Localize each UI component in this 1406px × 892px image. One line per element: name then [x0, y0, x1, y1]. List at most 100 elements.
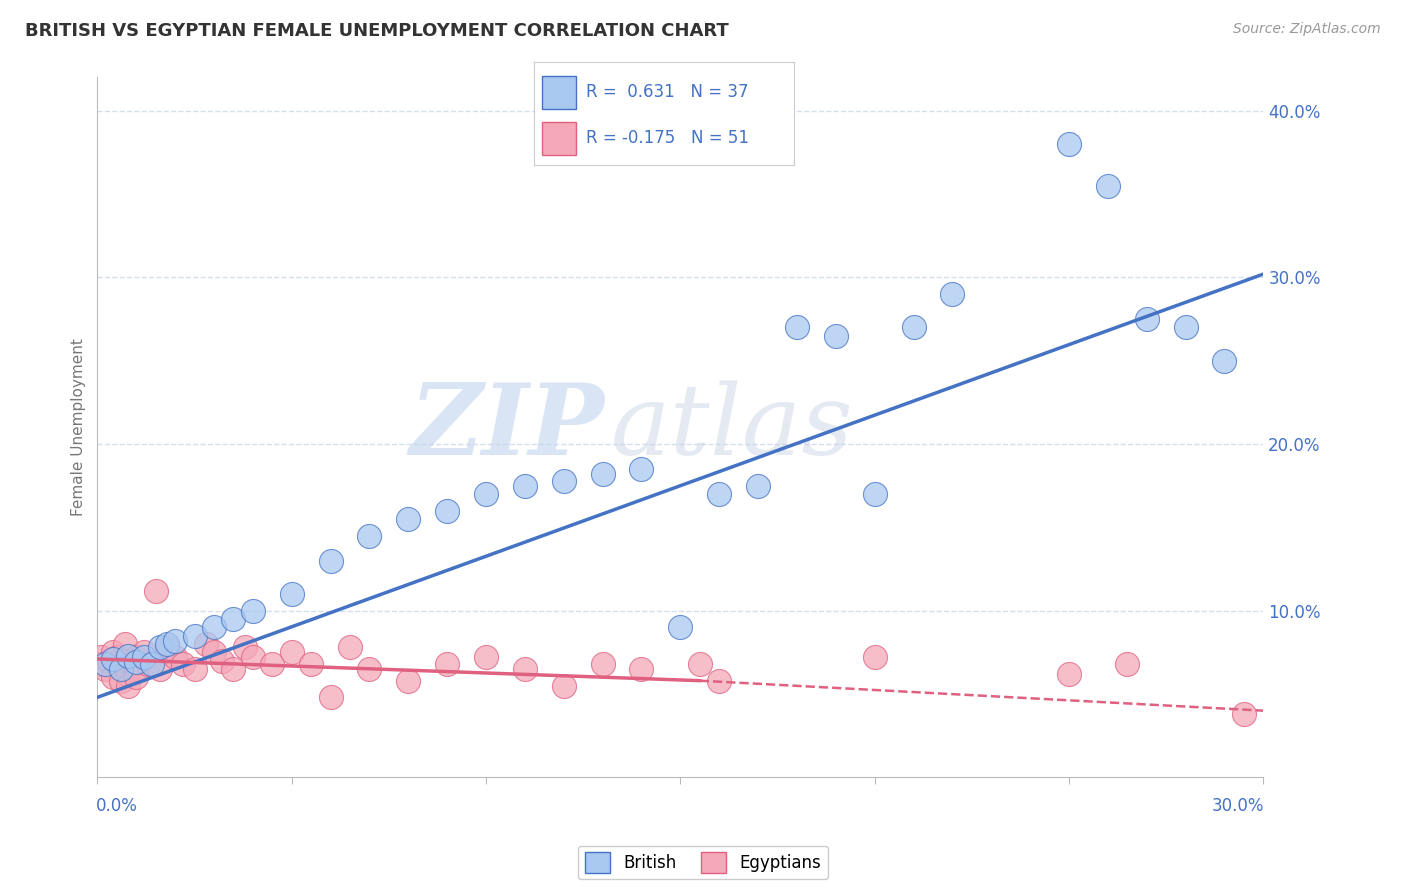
Point: [202, 645, 225, 659]
Text: 30.0%: 30.0%: [1212, 797, 1264, 815]
Point: [125, 662, 148, 676]
Point: [824, 328, 846, 343]
Point: [156, 640, 179, 655]
Point: [165, 633, 187, 648]
Point: [86, 657, 108, 671]
Bar: [543, 76, 576, 109]
Point: [436, 657, 458, 671]
Point: [396, 512, 419, 526]
Point: [132, 645, 155, 659]
Point: [941, 287, 963, 301]
Point: [359, 662, 381, 676]
Point: [863, 487, 886, 501]
Bar: [543, 122, 576, 155]
Text: 0.0%: 0.0%: [96, 797, 138, 815]
Point: [747, 479, 769, 493]
Point: [339, 640, 361, 655]
Point: [117, 667, 139, 681]
Point: [110, 662, 132, 676]
Text: BRITISH VS EGYPTIAN FEMALE UNEMPLOYMENT CORRELATION CHART: BRITISH VS EGYPTIAN FEMALE UNEMPLOYMENT …: [25, 22, 730, 40]
Point: [242, 650, 264, 665]
Point: [863, 650, 886, 665]
Point: [689, 657, 711, 671]
Point: [553, 679, 575, 693]
Point: [136, 657, 159, 671]
Point: [105, 657, 128, 671]
Point: [94, 657, 117, 671]
Point: [553, 474, 575, 488]
Point: [101, 652, 124, 666]
Point: [183, 629, 205, 643]
Point: [117, 679, 139, 693]
Point: [475, 487, 498, 501]
Point: [233, 640, 256, 655]
Point: [132, 650, 155, 665]
Point: [1136, 312, 1159, 326]
Point: [1233, 706, 1256, 721]
Point: [709, 487, 731, 501]
Text: atlas: atlas: [610, 380, 853, 475]
Point: [156, 637, 179, 651]
Point: [475, 650, 498, 665]
Point: [1097, 178, 1119, 193]
Point: [709, 673, 731, 688]
Point: [121, 657, 143, 671]
Point: [211, 654, 233, 668]
Point: [101, 670, 124, 684]
Point: [145, 583, 167, 598]
Point: [125, 656, 148, 670]
Text: Source: ZipAtlas.com: Source: ZipAtlas.com: [1233, 22, 1381, 37]
Point: [669, 620, 692, 634]
Point: [98, 654, 121, 668]
Legend: British, Egyptians: British, Egyptians: [578, 846, 828, 880]
Point: [1057, 667, 1080, 681]
Point: [1057, 137, 1080, 152]
Point: [90, 650, 112, 665]
Point: [1213, 353, 1236, 368]
Point: [141, 657, 163, 671]
Point: [592, 657, 614, 671]
Point: [165, 650, 187, 665]
Text: R =  0.631   N = 37: R = 0.631 N = 37: [586, 83, 749, 101]
Point: [319, 554, 342, 568]
Point: [110, 673, 132, 688]
Point: [359, 529, 381, 543]
Point: [903, 320, 925, 334]
Point: [125, 650, 148, 665]
Point: [786, 320, 808, 334]
Text: R = -0.175   N = 51: R = -0.175 N = 51: [586, 129, 749, 147]
Point: [114, 654, 136, 668]
Point: [105, 650, 128, 665]
Point: [114, 637, 136, 651]
Text: ZIP: ZIP: [409, 379, 605, 475]
Point: [630, 462, 652, 476]
Point: [101, 645, 124, 659]
Y-axis label: Female Unemployment: Female Unemployment: [72, 338, 86, 516]
Point: [202, 620, 225, 634]
Point: [94, 662, 117, 676]
Point: [513, 662, 536, 676]
Point: [195, 637, 218, 651]
Point: [242, 604, 264, 618]
Point: [299, 657, 322, 671]
Point: [148, 662, 170, 676]
Point: [280, 587, 302, 601]
Point: [262, 657, 284, 671]
Point: [125, 670, 148, 684]
Point: [117, 648, 139, 663]
Point: [172, 657, 194, 671]
Point: [1116, 657, 1139, 671]
Point: [436, 504, 458, 518]
Point: [280, 645, 302, 659]
Point: [513, 479, 536, 493]
Point: [1174, 320, 1197, 334]
Point: [148, 640, 170, 655]
Point: [630, 662, 652, 676]
Point: [592, 467, 614, 481]
Point: [183, 662, 205, 676]
Point: [110, 662, 132, 676]
Point: [319, 690, 342, 705]
Point: [222, 612, 245, 626]
Point: [222, 662, 245, 676]
Point: [396, 673, 419, 688]
